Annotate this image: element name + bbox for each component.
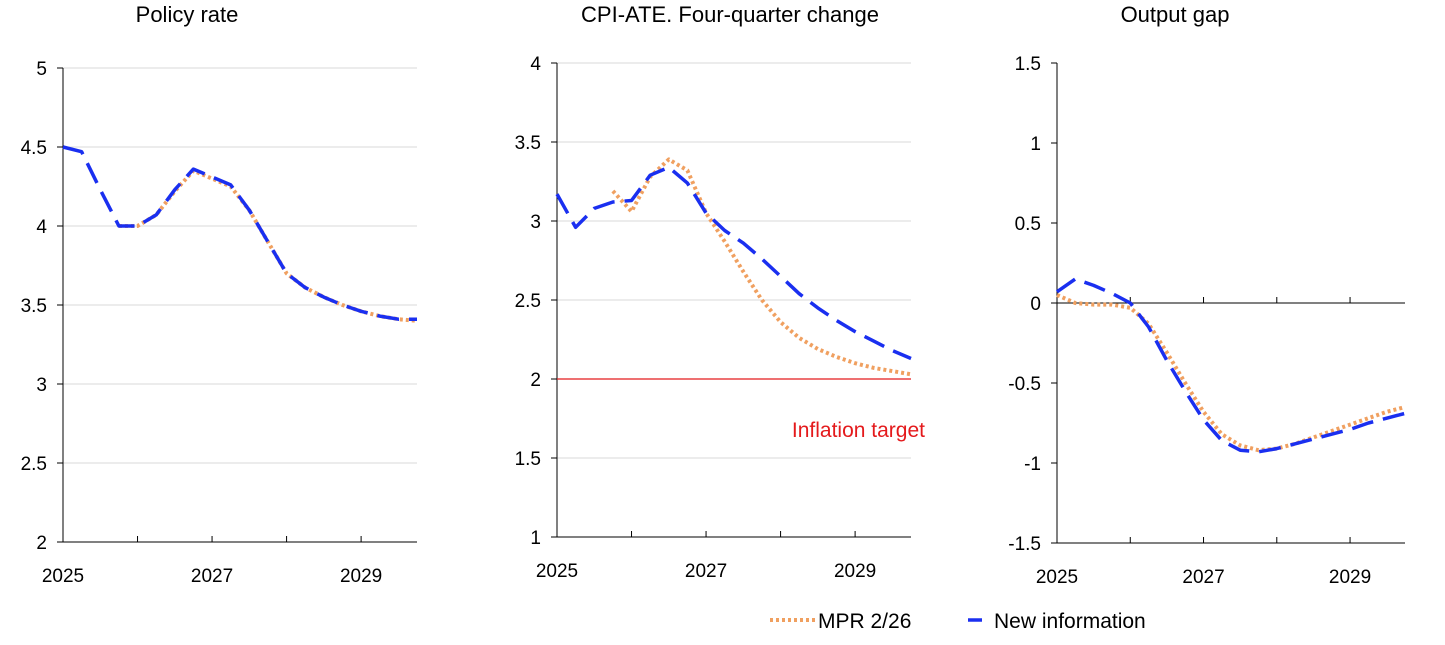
chart-title: CPI-ATE. Four-quarter change (581, 2, 879, 27)
y-tick-label: 5 (36, 59, 47, 80)
y-tick-label: 2.5 (515, 291, 541, 312)
y-tick-label: 1.5 (1015, 54, 1041, 75)
y-tick-label: 0 (1030, 294, 1041, 315)
chart-panel-2: CPI-ATE. Four-quarter change 1 1.5 2 2.5 3 3.5… (515, 2, 926, 582)
y-tick-label: 4 (530, 54, 541, 75)
y-tick-label: 1 (530, 528, 541, 549)
x-tick-label: 2025 (1036, 567, 1078, 588)
y-tick-label: 3.5 (21, 296, 47, 317)
x-tick-label: 2027 (191, 566, 233, 587)
series-line-new-info (555, 165, 912, 361)
y-tick-label: 1.5 (515, 449, 541, 470)
series-line-new-info (62, 145, 417, 321)
x-tick-label: 2027 (1182, 567, 1224, 588)
x-tick-label: 2029 (834, 561, 876, 582)
series-line-new-info (1055, 277, 1406, 454)
y-tick-label: 4 (36, 217, 47, 238)
chart-panel-3: Output gap -1.5 -1 -0.5 0 0.5 1 1.5 2025 2027 2029 (1008, 2, 1406, 588)
y-tick-label: 3 (36, 375, 47, 396)
y-tick-label: -0.5 (1008, 374, 1041, 395)
y-tick-label: 0.5 (1015, 214, 1041, 235)
chart-panel-1: Policy rate 2 2.5 3 3.5 4 4.5 5 2025 2027 2029 (21, 2, 418, 587)
series-line-mpr (118, 168, 418, 323)
legend: MPR 2/26 New information (770, 610, 1146, 633)
x-tick-label: 2029 (340, 566, 382, 587)
x-tick-label: 2025 (536, 561, 578, 582)
x-tick-label: 2029 (1329, 567, 1371, 588)
y-tick-label: -1 (1024, 454, 1041, 475)
legend-label: New information (994, 610, 1146, 633)
series-line-mpr (611, 157, 912, 377)
y-tick-label: 3 (530, 212, 541, 233)
x-tick-label: 2027 (685, 561, 727, 582)
x-tick-label: 2025 (42, 566, 84, 587)
y-tick-label: 2.5 (21, 454, 47, 475)
inflation-target-label: Inflation target (792, 419, 925, 442)
y-tick-label: 3.5 (515, 133, 541, 154)
y-tick-label: -1.5 (1008, 534, 1041, 555)
y-tick-label: 2 (36, 533, 47, 554)
y-tick-label: 4.5 (21, 138, 47, 159)
y-tick-label: 2 (530, 370, 541, 391)
y-tick-label: 1 (1030, 134, 1041, 155)
chart-title: Policy rate (136, 2, 239, 27)
chart-title: Output gap (1121, 2, 1230, 27)
legend-label: MPR 2/26 (818, 610, 911, 633)
